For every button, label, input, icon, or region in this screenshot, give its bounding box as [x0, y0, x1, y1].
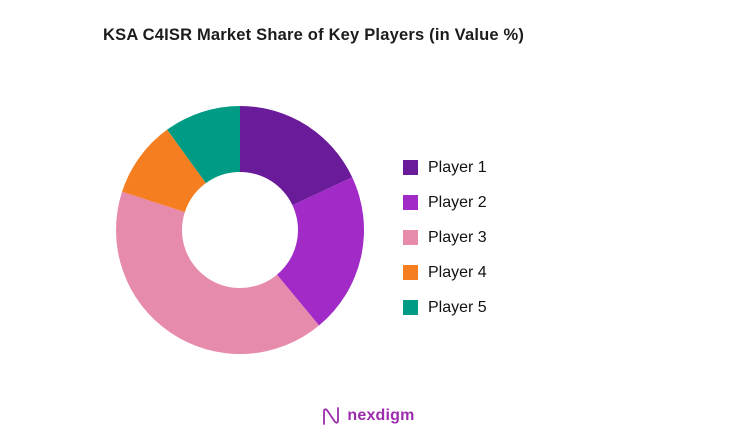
legend-item: Player 2	[403, 192, 487, 213]
donut-slice	[240, 106, 353, 206]
legend-swatch	[403, 300, 418, 315]
legend-label: Player 3	[428, 228, 487, 246]
legend-item: Player 5	[403, 297, 487, 318]
legend-label: Player 5	[428, 298, 487, 316]
nexdigm-logo-icon	[323, 407, 340, 425]
donut-slice	[122, 129, 206, 213]
brand-footer: nexdigm	[0, 405, 735, 427]
legend-item: Player 1	[403, 157, 487, 178]
legend-swatch	[403, 160, 418, 175]
donut-slice	[167, 106, 240, 184]
donut-chart	[116, 106, 365, 354]
legend-swatch	[403, 230, 418, 245]
legend-label: Player 2	[428, 193, 487, 211]
donut-slice	[276, 177, 365, 326]
chart-title: KSA C4ISR Market Share of Key Players (i…	[103, 26, 525, 44]
donut-slice	[116, 191, 320, 354]
brand-name: nexdigm	[347, 407, 415, 424]
legend-item: Player 3	[403, 227, 487, 248]
legend-swatch	[403, 265, 418, 280]
legend-item: Player 4	[403, 262, 487, 283]
legend-label: Player 4	[428, 263, 487, 281]
legend-label: Player 1	[428, 158, 487, 176]
legend: Player 1 Player 2 Player 3 Player 4 Play…	[403, 157, 487, 318]
legend-swatch	[403, 195, 418, 210]
